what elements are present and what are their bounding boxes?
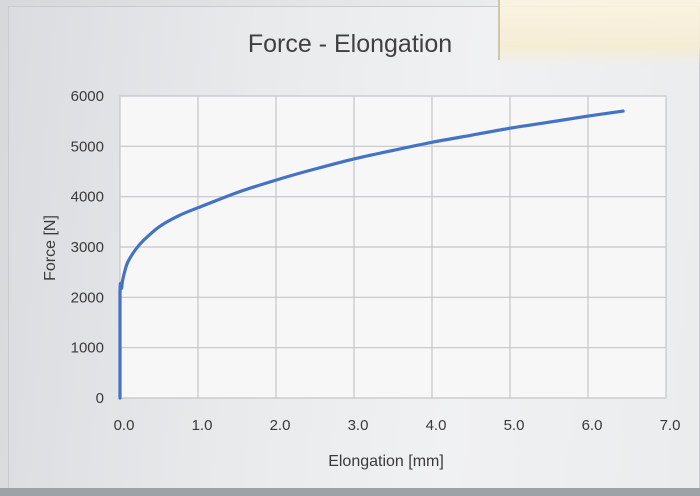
light-glare [500, 0, 700, 66]
x-tick-label: 4.0 [426, 417, 447, 434]
y-axis-title: Force [N] [42, 215, 59, 281]
x-tick-label: 3.0 [348, 417, 369, 434]
y-tick-label: 2000 [71, 289, 104, 306]
y-tick-label: 1000 [71, 340, 104, 357]
x-tick-label: 5.0 [504, 417, 525, 434]
force-elongation-line [118, 109, 625, 400]
y-tick-label: 0 [96, 390, 104, 407]
x-tick-label: 0.0 [114, 417, 135, 434]
x-tick-label: 1.0 [192, 417, 213, 434]
y-tick-label: 4000 [71, 189, 104, 206]
series-layer [118, 109, 625, 400]
x-axis-title: Elongation [mm] [328, 453, 444, 470]
x-tick-label: 6.0 [582, 417, 603, 434]
y-tick-label: 3000 [71, 239, 104, 256]
y-axis-ticks: 0 1000 2000 3000 4000 5000 6000 [71, 88, 104, 407]
x-axis-ticks: 0.0 1.0 2.0 3.0 4.0 5.0 6.0 7.0 [114, 417, 681, 434]
glare-edge [498, 0, 500, 60]
x-tick-label: 7.0 [660, 417, 681, 434]
y-tick-label: 5000 [71, 138, 104, 155]
chart-title: Force - Elongation [247, 30, 453, 58]
y-tick-label: 6000 [71, 88, 104, 105]
screen-bezel [0, 488, 700, 496]
x-tick-label: 2.0 [270, 417, 291, 434]
